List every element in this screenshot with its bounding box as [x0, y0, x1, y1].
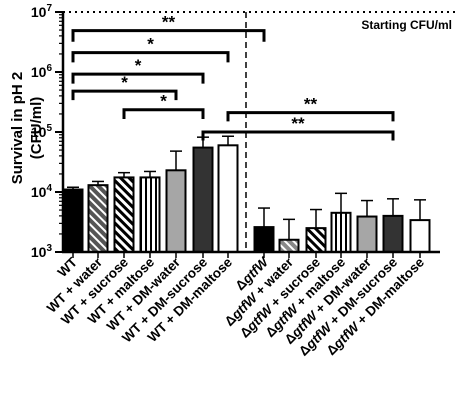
- significance-bracket-5: [226, 111, 395, 122]
- bar-9: [305, 227, 327, 253]
- significance-label-1: *: [147, 35, 154, 54]
- significance-label-6: **: [291, 114, 305, 133]
- bars-group: [62, 144, 431, 254]
- significance-brackets-group: ****** ****: [71, 13, 395, 141]
- y-tick-base: 10: [31, 4, 47, 20]
- significance-label-3: *: [121, 73, 128, 92]
- y-tick-base: 10: [31, 124, 47, 140]
- y-tick-exponent: 4: [46, 183, 52, 194]
- y-tick-base: 10: [31, 184, 47, 200]
- bar-11: [356, 215, 378, 253]
- bar-7: [253, 226, 275, 253]
- significance-label-4: *: [160, 92, 167, 111]
- significance-bracket-3: [71, 89, 178, 101]
- significance-bracket-2: [71, 72, 205, 84]
- error-bars-group: [67, 135, 426, 240]
- bar-6: [217, 144, 239, 253]
- bar-1: [87, 184, 109, 254]
- bar-13: [409, 219, 431, 254]
- y-axis-label: Survival in pH 2 (CFU/ml): [9, 72, 45, 185]
- y-tick-exponent: 7: [46, 3, 52, 14]
- y-axis-label-line-2: (CFU/ml): [28, 97, 45, 160]
- y-tick-exponent: 3: [46, 243, 52, 254]
- bar-4: [165, 169, 187, 253]
- significance-bracket-6: [201, 130, 395, 141]
- y-axis-label-line-1: Survival in pH 2: [9, 72, 26, 185]
- bar-3: [139, 176, 161, 254]
- significance-bracket-1: [71, 51, 230, 63]
- bar-12: [382, 214, 404, 254]
- y-tick-label-4: 107: [31, 3, 53, 20]
- significance-label-2: *: [135, 56, 142, 75]
- y-tick-label-1: 104: [31, 183, 53, 200]
- starting-cfu-label: Starting CFU/ml: [361, 18, 452, 32]
- bar-10: [330, 211, 352, 253]
- y-tick-exponent: 6: [46, 63, 52, 74]
- bar-2: [113, 176, 135, 254]
- y-tick-base: 10: [31, 244, 47, 260]
- y-tick-label-3: 106: [31, 63, 53, 80]
- y-tick-label-0: 103: [31, 243, 53, 260]
- significance-label-0: **: [162, 13, 176, 32]
- y-tick-label-2: 105: [31, 123, 53, 140]
- significance-bracket-4: [122, 108, 205, 119]
- y-tick-base: 10: [31, 64, 47, 80]
- bar-0: [62, 188, 84, 253]
- bar-8: [278, 238, 300, 254]
- significance-bracket-0: [71, 29, 266, 42]
- significance-label-5: **: [304, 95, 318, 114]
- y-tick-exponent: 5: [46, 123, 52, 134]
- bar-5: [192, 146, 214, 253]
